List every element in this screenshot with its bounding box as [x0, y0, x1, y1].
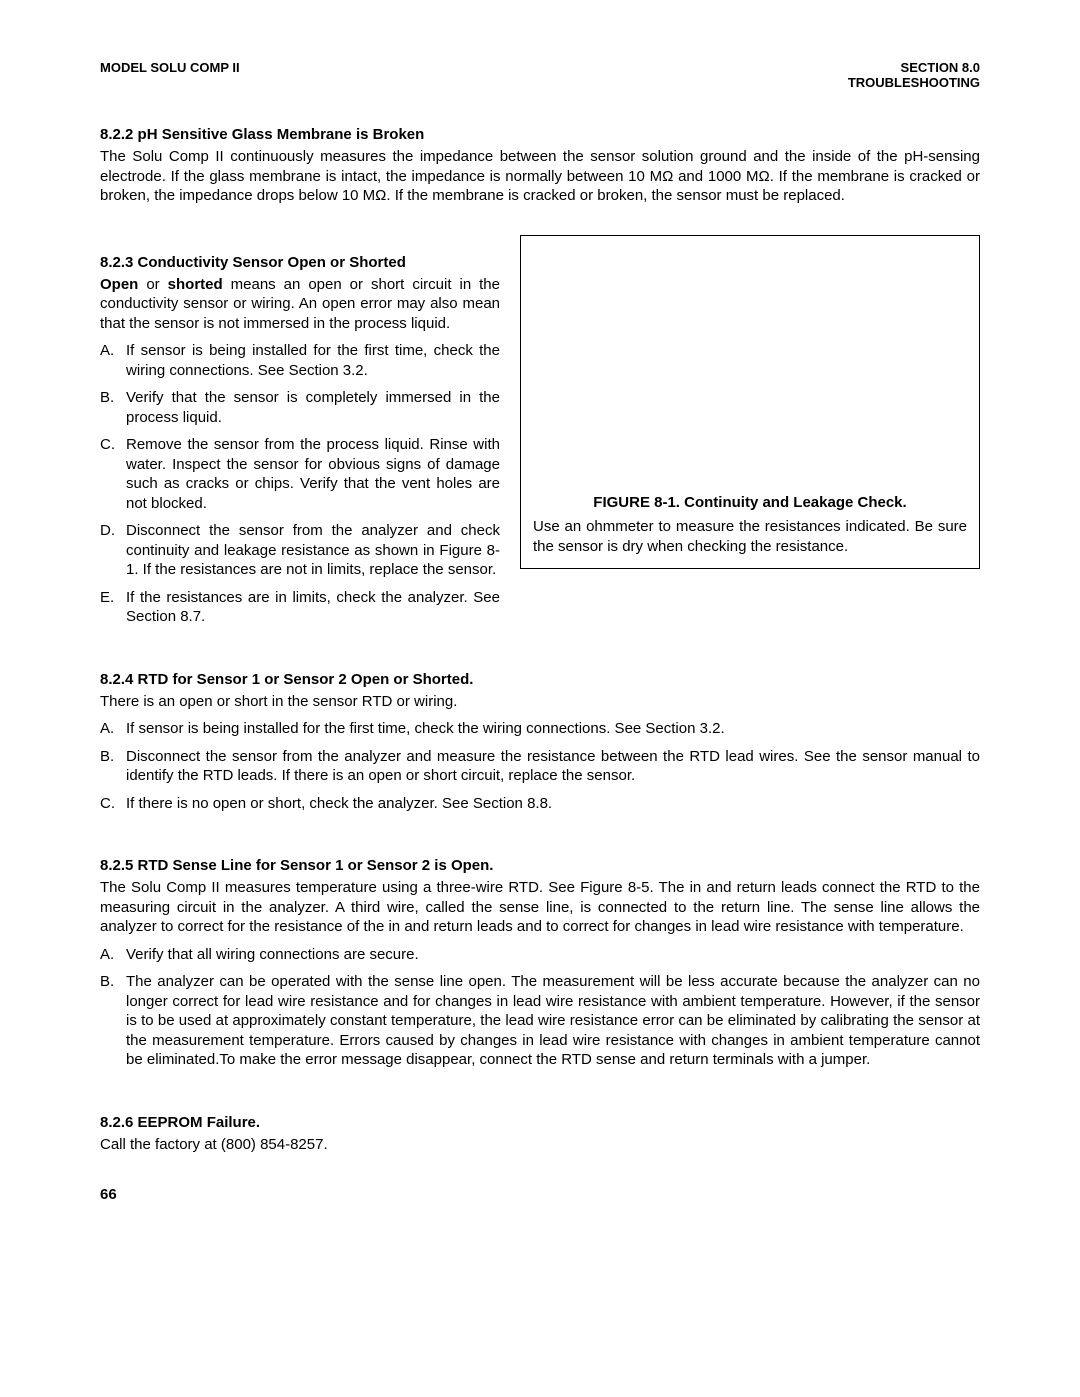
section-822-paragraph: The Solu Comp II continuously measures t…	[100, 147, 980, 206]
list-text: If there is no open or short, check the …	[126, 794, 552, 814]
list-text: Disconnect the sensor from the analyzer …	[126, 747, 980, 786]
list-text: If sensor is being installed for the fir…	[126, 719, 725, 739]
list-item: B.The analyzer can be operated with the …	[100, 972, 980, 1070]
list-item: B.Disconnect the sensor from the analyze…	[100, 747, 980, 786]
section-823-intro: Open or shorted means an open or short c…	[100, 275, 500, 334]
list-text: If the resistances are in limits, check …	[126, 588, 500, 627]
list-text: Remove the sensor from the process liqui…	[126, 435, 500, 513]
list-item: A.Verify that all wiring connections are…	[100, 945, 980, 965]
list-marker: B.	[100, 747, 126, 786]
page-header: MODEL SOLU COMP II SECTION 8.0 TROUBLESH…	[100, 60, 980, 90]
list-marker: C.	[100, 794, 126, 814]
section-826-paragraph: Call the factory at (800) 854-8257.	[100, 1135, 980, 1155]
figure-8-1-box: FIGURE 8-1. Continuity and Leakage Check…	[520, 235, 980, 569]
list-text: Disconnect the sensor from the analyzer …	[126, 521, 500, 580]
intro-bold-open: Open	[100, 276, 138, 293]
section-822-title: 8.2.2 pH Sensitive Glass Membrane is Bro…	[100, 126, 980, 143]
page-number: 66	[100, 1186, 980, 1203]
header-topic: TROUBLESHOOTING	[848, 75, 980, 90]
list-text: If sensor is being installed for the fir…	[126, 341, 500, 380]
figure-title: FIGURE 8-1. Continuity and Leakage Check…	[533, 494, 967, 511]
section-826-title: 8.2.6 EEPROM Failure.	[100, 1114, 980, 1131]
list-text: Verify that the sensor is completely imm…	[126, 388, 500, 427]
list-marker: B.	[100, 388, 126, 427]
figure-image-placeholder	[533, 244, 967, 494]
list-item: C.If there is no open or short, check th…	[100, 794, 980, 814]
intro-bold-shorted: shorted	[168, 276, 223, 293]
list-item: A.If sensor is being installed for the f…	[100, 719, 980, 739]
list-marker: A.	[100, 719, 126, 739]
list-marker: D.	[100, 521, 126, 580]
section-824-title: 8.2.4 RTD for Sensor 1 or Sensor 2 Open …	[100, 671, 980, 688]
list-marker: E.	[100, 588, 126, 627]
list-marker: B.	[100, 972, 126, 1070]
document-page: MODEL SOLU COMP II SECTION 8.0 TROUBLESH…	[0, 0, 1080, 1397]
header-section: SECTION 8.0	[848, 60, 980, 75]
list-item: E.If the resistances are in limits, chec…	[100, 588, 980, 627]
section-824-intro: There is an open or short in the sensor …	[100, 692, 980, 712]
figure-caption: Use an ohmmeter to measure the resistanc…	[533, 517, 967, 556]
header-left: MODEL SOLU COMP II	[100, 60, 240, 90]
list-text: Verify that all wiring connections are s…	[126, 945, 419, 965]
list-text: The analyzer can be operated with the se…	[126, 972, 980, 1070]
list-marker: A.	[100, 341, 126, 380]
section-825-list: A.Verify that all wiring connections are…	[100, 945, 980, 1070]
list-marker: C.	[100, 435, 126, 513]
intro-mid: or	[138, 276, 167, 293]
header-right: SECTION 8.0 TROUBLESHOOTING	[848, 60, 980, 90]
section-825-title: 8.2.5 RTD Sense Line for Sensor 1 or Sen…	[100, 857, 980, 874]
section-824-list: A.If sensor is being installed for the f…	[100, 719, 980, 813]
section-825-paragraph: The Solu Comp II measures temperature us…	[100, 878, 980, 937]
list-marker: A.	[100, 945, 126, 965]
